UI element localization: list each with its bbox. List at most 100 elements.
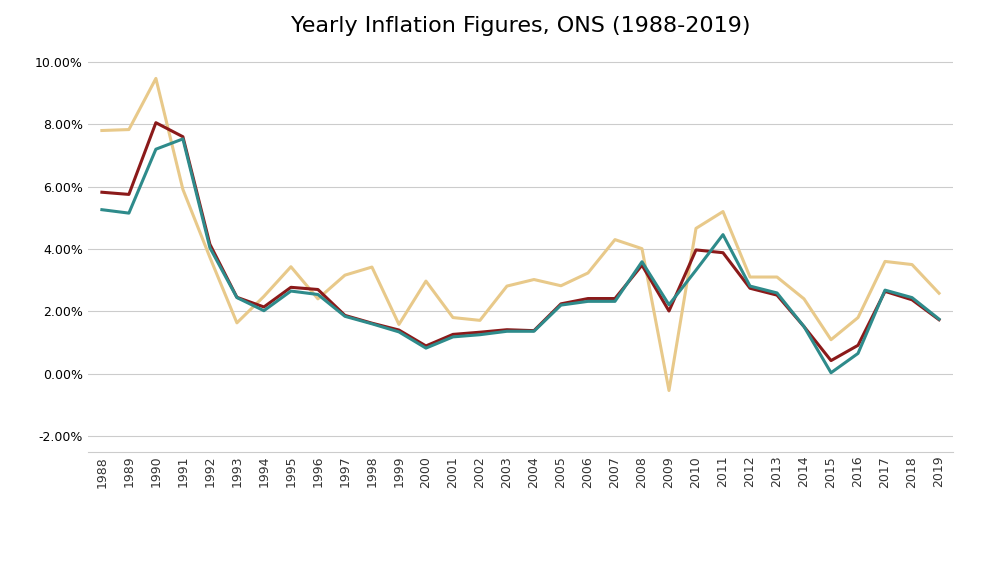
RPI (204, 254, 216, 261)
CPIH (555, 301, 567, 307)
CPIH (258, 303, 270, 310)
RPI (177, 186, 189, 193)
RPI (582, 269, 594, 276)
RPI (366, 263, 378, 270)
CPIH (231, 294, 243, 301)
CPIH (150, 119, 162, 126)
CPI (285, 288, 297, 295)
CPI (312, 291, 324, 298)
CPIH (744, 285, 756, 292)
CPI (717, 231, 729, 238)
CPIH (663, 307, 675, 314)
RPI (474, 317, 486, 324)
CPI (393, 328, 405, 335)
CPIH (798, 323, 810, 330)
CPIH (717, 249, 729, 256)
CPIH (447, 331, 459, 338)
RPI (393, 321, 405, 328)
CPI (366, 320, 378, 327)
CPI (609, 298, 621, 305)
RPI (798, 295, 810, 302)
CPI (231, 294, 243, 301)
CPIH (771, 292, 783, 299)
RPI (501, 283, 513, 290)
CPIH (690, 247, 702, 254)
RPI (231, 320, 243, 327)
CPIH (393, 327, 405, 334)
RPI (150, 75, 162, 82)
RPI (690, 225, 702, 232)
RPI (528, 276, 540, 283)
CPIH (906, 296, 918, 303)
CPI (825, 369, 837, 376)
CPIH (366, 320, 378, 327)
RPI (852, 314, 864, 321)
RPI (636, 245, 648, 252)
RPI (258, 293, 270, 300)
RPI (447, 314, 459, 321)
Title: Yearly Inflation Figures, ONS (1988-2019): Yearly Inflation Figures, ONS (1988-2019… (291, 16, 750, 36)
CPIH (123, 191, 135, 198)
CPIH (96, 189, 108, 196)
RPI (609, 236, 621, 243)
CPI (555, 302, 567, 309)
CPI (852, 350, 864, 357)
CPI (798, 323, 810, 330)
RPI (717, 208, 729, 215)
CPIH (636, 262, 648, 269)
CPI (96, 206, 108, 213)
CPI (906, 294, 918, 301)
CPI (420, 345, 432, 351)
RPI (933, 290, 945, 296)
CPIH (312, 286, 324, 293)
CPI (771, 290, 783, 296)
RPI (906, 261, 918, 268)
CPIH (609, 295, 621, 302)
CPI (447, 334, 459, 340)
CPI (177, 135, 189, 142)
CPIH (177, 133, 189, 140)
CPIH (420, 342, 432, 349)
RPI (825, 336, 837, 343)
CPI (582, 298, 594, 305)
RPI (744, 273, 756, 280)
CPIH (204, 241, 216, 248)
CPI (258, 307, 270, 314)
CPIH (582, 295, 594, 302)
CPIH (825, 357, 837, 364)
CPIH (339, 312, 351, 319)
RPI (285, 263, 297, 270)
CPI (474, 331, 486, 338)
CPI (150, 146, 162, 153)
CPI (204, 244, 216, 251)
RPI (339, 272, 351, 278)
RPI (663, 387, 675, 394)
RPI (771, 273, 783, 280)
RPI (96, 127, 108, 134)
Legend: CPI, CPIH, RPI: CPI, CPIH, RPI (373, 573, 668, 579)
CPI (123, 210, 135, 217)
CPIH (852, 342, 864, 349)
CPI (879, 287, 891, 294)
CPI (339, 313, 351, 320)
RPI (123, 126, 135, 133)
RPI (555, 283, 567, 290)
CPI (636, 258, 648, 265)
CPI (744, 283, 756, 290)
Line: RPI: RPI (102, 78, 939, 390)
CPIH (879, 288, 891, 295)
CPIH (933, 316, 945, 323)
CPI (663, 301, 675, 308)
RPI (312, 295, 324, 302)
CPIH (501, 326, 513, 333)
CPIH (474, 329, 486, 336)
Line: CPIH: CPIH (102, 123, 939, 361)
CPI (528, 328, 540, 335)
Line: CPI: CPI (102, 139, 939, 373)
CPI (690, 267, 702, 274)
CPIH (285, 284, 297, 291)
RPI (420, 277, 432, 284)
CPI (933, 316, 945, 323)
RPI (879, 258, 891, 265)
CPI (501, 328, 513, 335)
